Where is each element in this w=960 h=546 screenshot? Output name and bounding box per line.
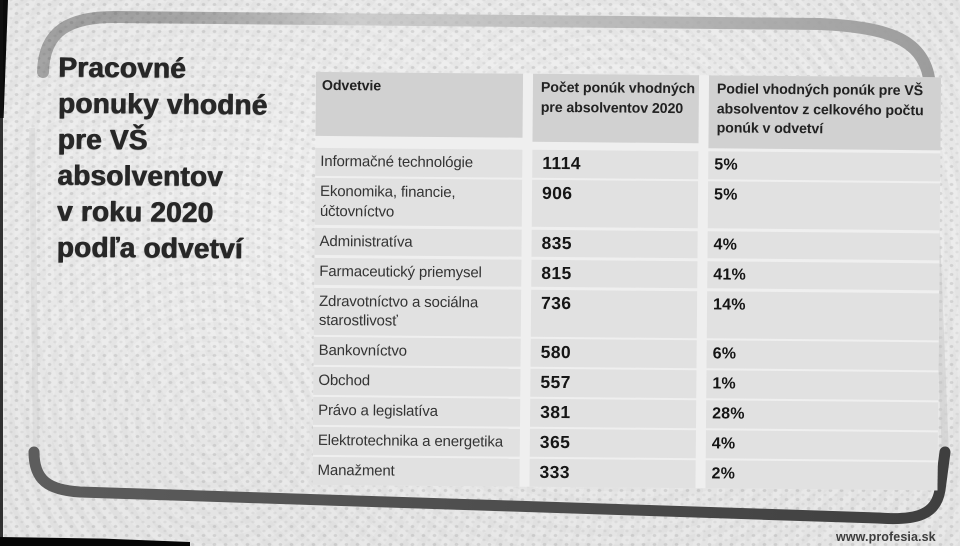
table-row: Právo a legislatíva 381 28% [313,396,939,430]
column-header-sector: Odvetvie [315,71,524,138]
share-cell: 6% [706,340,939,370]
sector-cell: Právo a legislatíva [313,396,521,427]
count-cell: 333 [529,458,696,488]
sector-cell: Ekonomika, financie, účtovníctvo [314,177,523,227]
footer-url: www.profesia.sk [836,530,936,544]
sector-cell: Manažment [312,456,520,487]
table-row: Bankovníctvo 580 6% [313,336,939,370]
count-cell: 557 [530,368,697,398]
sector-cell: Elektrotechnika a energetika [312,426,520,457]
sector-cell: Administratíva [314,227,522,257]
sector-cell: Obchod [313,366,521,397]
jobs-table: Odvetvie Počet ponúk vhodných pre absolv… [312,71,942,490]
share-cell: 2% [705,460,938,490]
table-row: Manažment 333 2% [312,456,938,490]
slide-title: Pracovné ponuky vhodné pre VŠ absolvento… [56,51,268,265]
table-row: Elektrotechnika a energetika 365 4% [312,426,938,460]
share-cell: 5% [707,181,941,231]
column-header-share: Podiel vhodných ponúk pre VŠ absolventov… [708,75,942,151]
share-cell: 5% [708,151,941,181]
sector-cell: Farmaceutický priemysel [314,257,522,287]
sector-cell: Zdravotníctvo a sociálna starostlivosť [313,287,522,337]
sector-cell: Informačné technológie [315,147,523,178]
count-cell: 736 [530,289,698,338]
share-cell: 4% [707,230,940,261]
table-body: Informačné technológie 1114 5% Ekonomika… [312,147,941,490]
table-row: Farmaceutický priemysel 815 41% [314,257,940,291]
table-row: Zdravotníctvo a sociálna starostlivosť 7… [313,287,940,340]
count-cell: 1114 [532,149,699,179]
share-cell: 28% [705,400,939,430]
share-cell: 14% [706,290,940,340]
column-header-count: Počet ponúk vhodných pre absolventov 202… [532,73,700,144]
table-header-row: Odvetvie Počet ponúk vhodných pre absolv… [315,71,942,151]
count-cell: 906 [531,179,699,229]
share-cell: 41% [707,260,940,291]
count-cell: 381 [529,398,697,428]
sector-cell: Bankovníctvo [313,336,521,367]
count-cell: 815 [531,259,698,289]
share-cell: 4% [705,430,938,460]
table-row: Ekonomika, financie, účtovníctvo 906 5% [314,177,941,231]
photo-edge-artifact-top-left [0,0,8,118]
photo-edge-artifact-bottom [0,537,190,546]
share-cell: 1% [706,370,939,400]
count-cell: 580 [530,338,697,368]
table-row: Obchod 557 1% [313,366,939,400]
photo-edge-line-left [0,0,3,546]
count-cell: 365 [529,428,696,458]
table-row: Administratíva 835 4% [314,227,940,261]
table-row: Informačné technológie 1114 5% [315,147,941,181]
count-cell: 835 [531,229,698,259]
